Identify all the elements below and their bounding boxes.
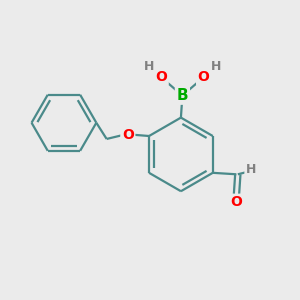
- Text: O: O: [122, 128, 134, 142]
- Text: O: O: [230, 195, 242, 209]
- Text: H: H: [144, 61, 154, 74]
- Text: O: O: [198, 70, 209, 84]
- Text: O: O: [155, 70, 167, 84]
- Text: B: B: [177, 88, 188, 103]
- Text: H: H: [246, 164, 256, 176]
- Text: H: H: [211, 61, 221, 74]
